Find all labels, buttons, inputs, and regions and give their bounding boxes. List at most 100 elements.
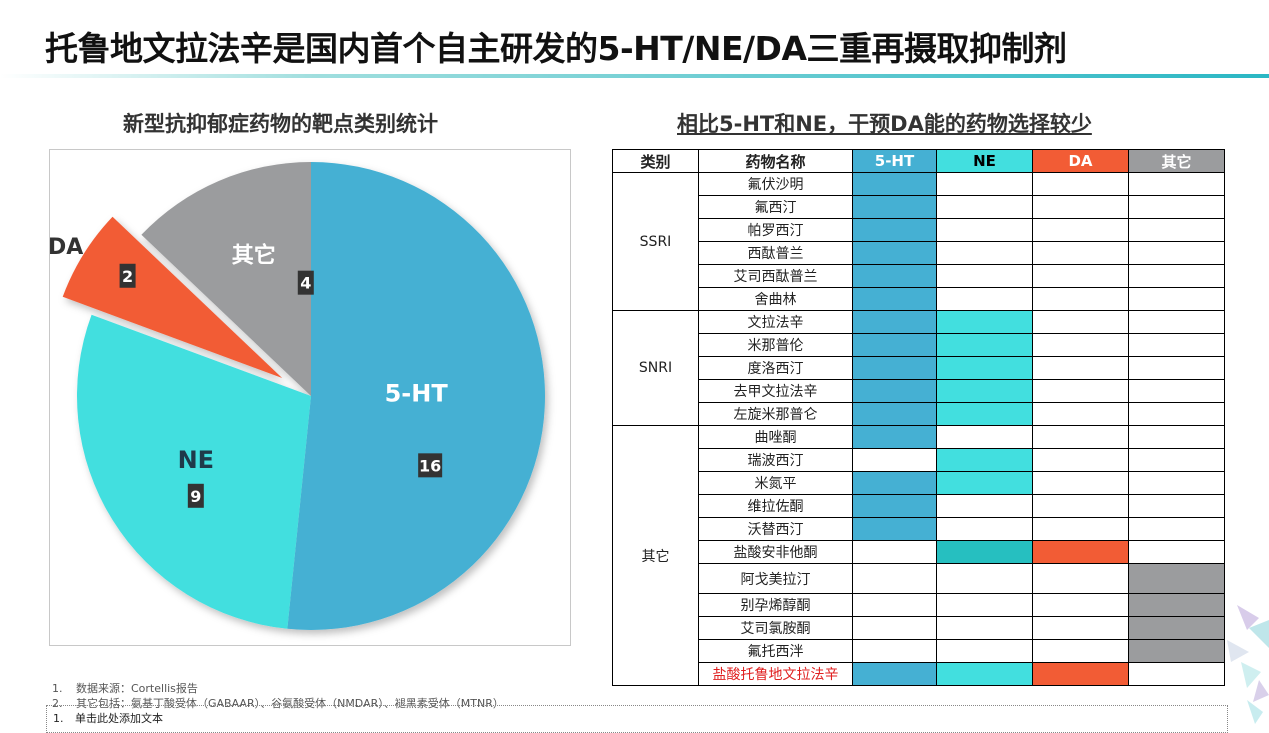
- target-cell: [936, 471, 1033, 495]
- footnotes: 1. 数据来源：Cortellis报告 2. 其它包括：氨基丁酸受体（GABAAR）…: [52, 681, 504, 711]
- table-row: 米那普伦: [613, 333, 1225, 357]
- title-underline: [0, 74, 1269, 78]
- target-cell: [852, 517, 937, 541]
- target-cell: [852, 172, 937, 196]
- drug-name-cell: 度洛西汀: [698, 356, 853, 380]
- pie-label-5ht: 5-HT: [385, 379, 449, 407]
- notes-placeholder-text: 单击此处添加文本: [75, 712, 163, 725]
- drug-name-cell: 瑞波西汀: [698, 448, 853, 472]
- pie-label-ne: NE: [178, 446, 214, 474]
- drug-name-cell: 盐酸托鲁地文拉法辛: [698, 662, 853, 686]
- drug-name-cell: 艾司氯胺酮: [698, 616, 853, 640]
- target-cell: [852, 593, 937, 617]
- target-cell: [1128, 639, 1225, 663]
- target-cell: [1032, 218, 1129, 242]
- target-cell: [936, 264, 1033, 288]
- target-cell: [1032, 287, 1129, 311]
- drug-name-cell: 米那普伦: [698, 333, 853, 357]
- table-row: 艾司氯胺酮: [613, 616, 1225, 640]
- target-cell: [852, 563, 937, 594]
- target-cell: [1128, 333, 1225, 357]
- target-cell: [852, 241, 937, 265]
- table-header-1: 药物名称: [698, 149, 853, 173]
- table-row: 别孕烯醇酮: [613, 593, 1225, 617]
- target-cell: [936, 333, 1033, 357]
- drug-name-cell: 艾司西酞普兰: [698, 264, 853, 288]
- target-cell: [936, 616, 1033, 640]
- target-cell: [852, 662, 937, 686]
- target-cell: [936, 218, 1033, 242]
- target-cell: [936, 662, 1033, 686]
- target-cell: [936, 639, 1033, 663]
- category-cell: 其它: [612, 425, 699, 686]
- target-cell: [852, 402, 937, 426]
- drug-name-cell: 维拉佐酮: [698, 494, 853, 518]
- drug-name-cell: 曲唑酮: [698, 425, 853, 449]
- target-cell: [1032, 310, 1129, 334]
- target-cell: [1128, 356, 1225, 380]
- target-cell: [852, 218, 937, 242]
- table-title: 相比5-HT和NE，干预DA能的药物选择较少: [677, 112, 1092, 136]
- target-cell: [1128, 379, 1225, 403]
- target-cell: [1128, 448, 1225, 472]
- table-row: 其它 曲唑酮: [612, 425, 1225, 686]
- table-row: 盐酸托鲁地文拉法辛: [613, 662, 1225, 686]
- drug-name-cell: 氟西汀: [698, 195, 853, 219]
- target-cell: [852, 540, 937, 564]
- target-cell: [936, 172, 1033, 196]
- table-header-3: NE: [936, 149, 1033, 173]
- target-cell: [936, 356, 1033, 380]
- target-cell: [1032, 356, 1129, 380]
- table-row: 瑞波西汀: [613, 448, 1225, 472]
- table-row: 左旋米那普仑: [613, 402, 1225, 426]
- table-row: 舍曲林: [613, 287, 1225, 311]
- table-row: 沃替西汀: [613, 517, 1225, 541]
- target-cell: [936, 241, 1033, 265]
- drug-name-cell: 文拉法辛: [698, 310, 853, 334]
- table-header-0: 类别: [612, 149, 699, 173]
- pie-slice-da: [62, 216, 283, 379]
- target-cell: [1128, 264, 1225, 288]
- target-cell: [936, 517, 1033, 541]
- target-cell: [1128, 310, 1225, 334]
- target-cell: [936, 287, 1033, 311]
- pie-value-da: 2: [122, 267, 133, 286]
- drug-name-cell: 帕罗西汀: [698, 218, 853, 242]
- pie-value-badge-da: [119, 263, 136, 288]
- drug-name-cell: 舍曲林: [698, 287, 853, 311]
- target-cell: [936, 448, 1033, 472]
- target-cell: [936, 540, 1033, 564]
- category-cell: SSRI: [612, 172, 699, 311]
- target-cell: [1128, 540, 1225, 564]
- target-cell: [1032, 264, 1129, 288]
- pie-label-other: 其它: [232, 243, 276, 269]
- drug-name-cell: 盐酸安非他酮: [698, 540, 853, 564]
- target-cell: [1128, 287, 1225, 311]
- target-cell: [1128, 402, 1225, 426]
- table-row: 维拉佐酮: [613, 494, 1225, 518]
- target-cell: [1032, 616, 1129, 640]
- table-header-4: DA: [1032, 149, 1129, 173]
- target-cell: [852, 333, 937, 357]
- pie-chart: 5-HT 16 NE 9 DA 2 其它 4: [50, 162, 545, 630]
- table-header-5: 其它: [1128, 149, 1225, 173]
- target-cell: [1032, 402, 1129, 426]
- target-cell: [936, 425, 1033, 449]
- notes-placeholder-box[interactable]: 1. 单击此处添加文本: [46, 705, 1228, 733]
- table-row: 度洛西汀: [613, 356, 1225, 380]
- target-cell: [1128, 563, 1225, 594]
- pie-chart-frame: 5-HT 16 NE 9 DA 2 其它 4: [49, 149, 571, 646]
- target-cell: [1128, 172, 1225, 196]
- pie-value-badge-other: [297, 270, 314, 295]
- target-cell: [852, 425, 937, 449]
- target-cell: [852, 448, 937, 472]
- target-cell: [1128, 195, 1225, 219]
- pie-value-badge-ne: [187, 483, 204, 508]
- target-cell: [936, 494, 1033, 518]
- target-cell: [1032, 540, 1129, 564]
- target-cell: [1032, 471, 1129, 495]
- slide-title: 托鲁地文拉法辛是国内首个自主研发的5-HT/NE/DA三重再摄取抑制剂: [45, 29, 1067, 68]
- target-cell: [1128, 616, 1225, 640]
- target-cell: [852, 379, 937, 403]
- table-row: 帕罗西汀: [613, 218, 1225, 242]
